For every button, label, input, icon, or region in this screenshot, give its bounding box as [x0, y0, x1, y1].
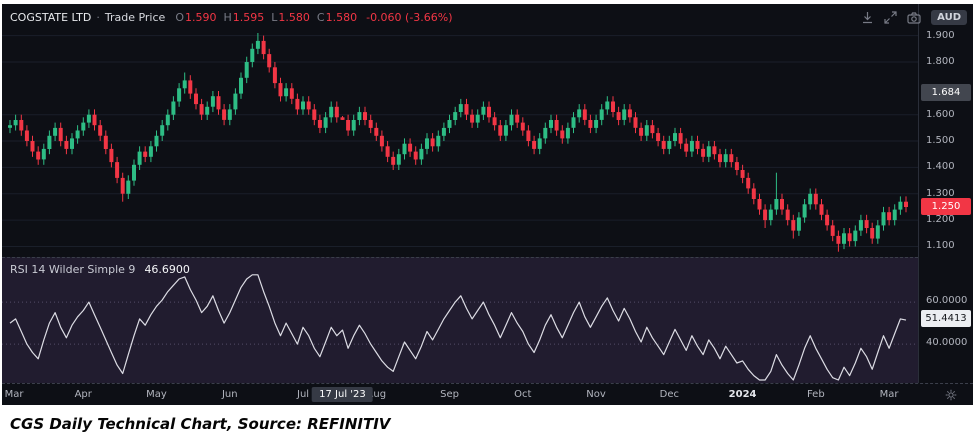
rsi-value-badge: 51.4413: [921, 310, 971, 328]
low-pair: L1.580: [271, 11, 310, 24]
time-tick-label: Nov: [586, 389, 606, 400]
price-tick-label: 1.600: [926, 108, 955, 120]
open-pair: O1.590: [175, 11, 216, 24]
time-tick-label: Dec: [659, 389, 679, 400]
price-level-badge: 1.684: [921, 83, 971, 101]
time-tick-label: Jul: [296, 389, 310, 400]
close-label: C: [316, 11, 325, 24]
crosshair-date-badge: 17 Jul '23: [312, 387, 373, 402]
rsi-legend: RSI 14 Wilder Simple 9 46.6900: [10, 263, 190, 276]
candlestick-plot[interactable]: [2, 4, 918, 257]
time-tick-label: Aug: [366, 389, 387, 400]
open-value: 1.590: [184, 11, 217, 24]
price-tick-label: 1.400: [926, 161, 955, 173]
price-tick-label: 1.900: [926, 29, 955, 41]
time-tick-label: Mar: [879, 389, 899, 400]
last-price-badge: 1.250: [921, 197, 971, 215]
series-type-label: Trade Price: [104, 11, 166, 24]
time-tick-label: May: [146, 389, 167, 400]
rsi-tick-label: 60.0000: [926, 295, 968, 307]
high-label: H: [223, 11, 232, 24]
price-tick-label: 1.200: [926, 214, 955, 226]
time-tick-label: Oct: [514, 389, 532, 400]
price-tick-label: 1.500: [926, 135, 955, 147]
price-tick-label: 1.300: [926, 187, 955, 199]
settings-icon[interactable]: [945, 389, 957, 401]
price-tick-label: 1.800: [926, 55, 955, 67]
close-pair: C1.580: [317, 11, 357, 24]
caption-text: CGS Daily Technical Chart, Source: REFIN…: [0, 405, 975, 443]
time-tick-label: Mar: [4, 389, 24, 400]
technical-chart: COGSTATE LTD · Trade Price O1.590 H1.595…: [2, 4, 973, 405]
low-label: L: [271, 11, 278, 24]
time-tick-label: Feb: [806, 389, 825, 400]
rsi-indicator-value: 46.6900: [144, 263, 190, 276]
time-tick-label: Sep: [440, 389, 459, 400]
time-tick-label: Jun: [221, 389, 238, 400]
open-label: O: [175, 11, 184, 24]
instrument-legend: COGSTATE LTD · Trade Price O1.590 H1.595…: [10, 11, 453, 24]
time-scale[interactable]: 17 Jul '23 Mar Apr May Jun Jul Aug Sep Oct Nov De…: [2, 383, 973, 405]
price-scale[interactable]: 1.684 1.250 51.4413 1.900 1.800 1.600 1.500…: [918, 4, 973, 383]
legend-separator: ·: [96, 11, 100, 24]
low-value: 1.580: [278, 11, 310, 24]
currency-badge[interactable]: AUD: [931, 10, 967, 25]
rsi-pane[interactable]: [2, 257, 918, 383]
maximize-icon[interactable]: [884, 11, 897, 24]
download-icon[interactable]: [861, 11, 874, 24]
change-value: -0.060 (-3.66%): [366, 11, 453, 24]
rsi-tick-label: 40.0000: [926, 337, 968, 349]
symbol-name[interactable]: COGSTATE LTD: [10, 11, 92, 24]
pane-toolbar: AUD: [861, 10, 967, 25]
price-tick-label: 1.100: [926, 240, 955, 252]
rsi-indicator-label[interactable]: RSI 14 Wilder Simple 9: [10, 263, 136, 276]
time-tick-label: 2024: [728, 389, 757, 400]
time-tick-label: Apr: [74, 389, 92, 400]
close-value: 1.580: [325, 11, 358, 24]
high-pair: H1.595: [223, 11, 264, 24]
high-value: 1.595: [232, 11, 265, 24]
camera-icon[interactable]: [907, 11, 921, 24]
rsi-line-plot: [2, 274, 918, 381]
